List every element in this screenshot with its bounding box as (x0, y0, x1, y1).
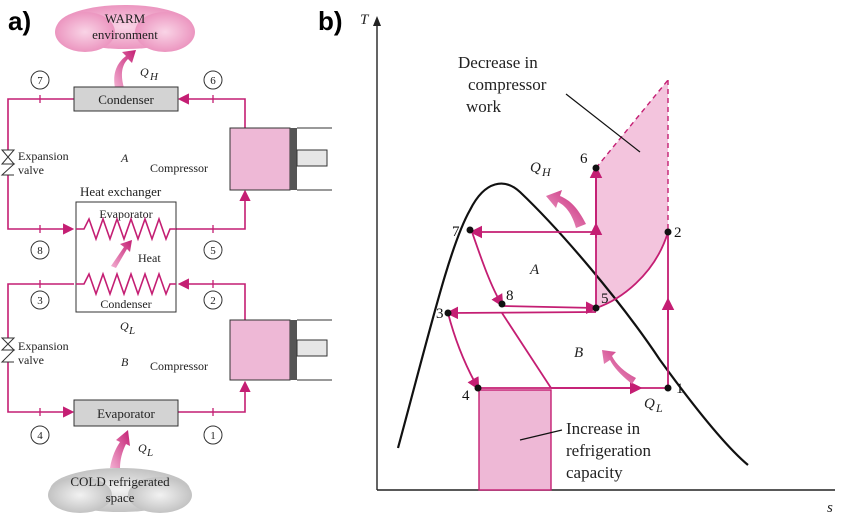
warm-cloud-line1: WARM (105, 11, 146, 26)
expansion-valve-lower: Expansion valve (0, 337, 69, 367)
lower-cycle-lines (7, 278, 251, 418)
warm-cloud-line2: environment (92, 27, 158, 42)
point-4-label: 4 (462, 388, 470, 404)
ql-sub-b: L (655, 401, 663, 415)
svg-text:4: 4 (37, 430, 43, 442)
qh-label-a: Q (140, 65, 149, 79)
svg-text:Compressor: Compressor (150, 359, 208, 373)
svg-text:Expansion: Expansion (18, 149, 69, 163)
qh-heat-arrow-a (114, 50, 136, 88)
svg-text:valve: valve (18, 353, 44, 367)
state-points (444, 164, 672, 392)
saturation-dome-curve (396, 182, 749, 466)
svg-text:compressor: compressor (468, 75, 547, 94)
svg-text:Heat: Heat (138, 251, 161, 265)
svg-text:1: 1 (210, 430, 216, 442)
note-increase-refrigeration-capacity: Increase in refrigeration capacity (519, 419, 651, 482)
svg-text:valve: valve (18, 163, 44, 177)
decrease-compressor-work-area (596, 80, 668, 308)
point-5-label: 5 (601, 291, 609, 307)
svg-text:Expansion: Expansion (18, 339, 69, 353)
svg-text:COLD refrigerated: COLD refrigerated (70, 474, 170, 489)
state-circle-2: 2 (203, 290, 223, 310)
point-7-label: 7 (452, 224, 460, 240)
axis-t-label: T (360, 12, 370, 28)
cycle-process-lines (445, 165, 675, 395)
svg-text:Compressor: Compressor (150, 161, 208, 175)
axis-s-label: s (827, 500, 833, 516)
upper-cycle-lines (7, 93, 251, 235)
increase-capacity-area (478, 389, 552, 491)
svg-text:space: space (106, 490, 135, 505)
svg-text:8: 8 (37, 245, 43, 257)
qh-sub-b: H (541, 165, 552, 179)
svg-text:Evaporator: Evaporator (97, 406, 155, 421)
point-6-label: 6 (580, 151, 588, 167)
ql-sub-a1: L (128, 325, 135, 337)
qh-label-b: Q (530, 160, 541, 176)
region-b-label: B (574, 345, 583, 361)
svg-text:Condenser: Condenser (100, 297, 151, 311)
qh-heat-arrow-b (546, 190, 586, 228)
compressor-lower: Compressor (150, 319, 332, 381)
hx-title: Heat exchanger (80, 184, 162, 199)
cold-space-cloud: COLD refrigerated space (48, 468, 192, 513)
note-decrease-compressor-work: Decrease in compressor work (458, 53, 641, 153)
svg-text:5: 5 (210, 245, 216, 257)
svg-text:refrigeration: refrigeration (566, 441, 651, 460)
point-1-label: 1 (676, 381, 684, 397)
region-a-label: A (529, 262, 540, 278)
ql-label-a2: Q (138, 441, 147, 455)
ql-label-b: Q (644, 396, 655, 412)
svg-text:work: work (466, 97, 501, 116)
panel-b-label: b) (318, 6, 343, 36)
svg-text:Decrease in: Decrease in (458, 53, 538, 72)
state-circle-6: 6 (203, 70, 223, 90)
state-circle-8: 8 (30, 240, 50, 260)
svg-text:Increase in: Increase in (566, 419, 641, 438)
point-3-label: 3 (436, 306, 444, 322)
panel-b-ts-diagram: b) T s (318, 6, 835, 516)
state-circle-1: 1 (203, 425, 223, 445)
evaporator-bottom: Evaporator (73, 399, 179, 427)
svg-text:6: 6 (210, 75, 216, 87)
panel-a-schematic: a) WARM environment Q H (0, 5, 332, 513)
heat-exchanger: Heat exchanger Evaporator Heat Condenser (75, 184, 177, 313)
cycle-a-label: A (120, 151, 129, 165)
svg-text:2: 2 (210, 295, 216, 307)
axes: T s (360, 12, 835, 516)
state-ticks (39, 95, 214, 416)
state-circle-4: 4 (30, 425, 50, 445)
panel-a-label: a) (8, 6, 31, 36)
svg-text:Evaporator: Evaporator (99, 207, 152, 221)
svg-text:capacity: capacity (566, 463, 623, 482)
svg-text:3: 3 (37, 295, 43, 307)
condenser-top-label: Condenser (98, 92, 154, 107)
ql-sub-a2: L (146, 447, 153, 459)
cycle-b-label: B (121, 355, 129, 369)
point-8-label: 8 (506, 288, 514, 304)
warm-environment-cloud: WARM environment (55, 5, 195, 52)
condenser-top: Condenser (73, 86, 179, 112)
compressor-upper: Compressor (150, 127, 332, 191)
ql-label-a1: Q (120, 319, 129, 333)
ql-heat-arrow-b (602, 350, 636, 384)
svg-text:7: 7 (37, 75, 43, 87)
expansion-valve-upper: Expansion valve (0, 149, 69, 177)
state-circle-5: 5 (203, 240, 223, 260)
point-2-label: 2 (674, 225, 682, 241)
state-circle-7: 7 (30, 70, 50, 90)
state-circle-3: 3 (30, 290, 50, 310)
qh-sub-a: H (149, 71, 159, 83)
ql-heat-arrow-a (110, 430, 130, 468)
